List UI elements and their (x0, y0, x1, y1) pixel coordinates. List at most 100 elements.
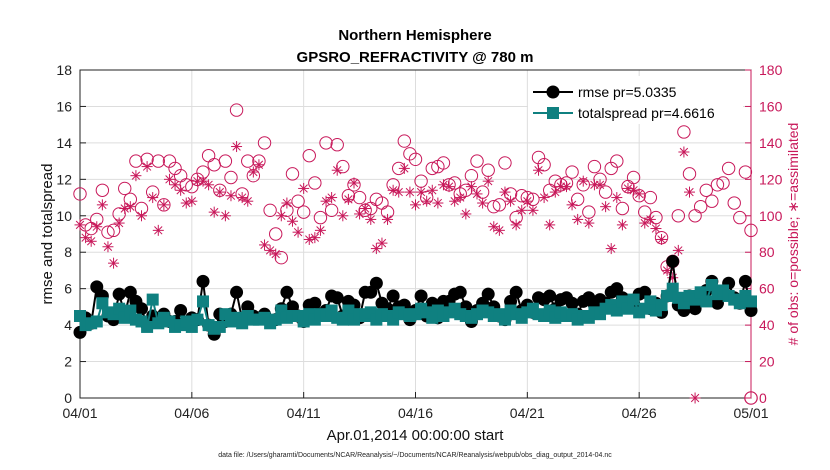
assimilated-obs-point (471, 188, 483, 200)
totalspread-point (610, 304, 623, 317)
possible-obs-point (397, 134, 412, 148)
possible-obs-point (498, 156, 512, 170)
possible-obs-point (319, 136, 333, 150)
assimilated-obs-point (611, 192, 623, 204)
possible-obs-point (565, 165, 579, 179)
y-tick-right-label: 140 (759, 135, 783, 151)
y-tick-left-label: 2 (64, 354, 72, 370)
chart-title: Northern Hemisphere (338, 27, 491, 44)
assimilated-obs-point (264, 244, 276, 256)
y-tick-left-label: 10 (56, 208, 72, 224)
y-tick-right-label: 20 (759, 354, 775, 370)
assimilated-obs-point (242, 195, 254, 207)
rmse-point (414, 289, 428, 303)
rmse-point (330, 291, 344, 305)
possible-obs-point (324, 203, 339, 218)
assimilated-obs-point (566, 199, 578, 211)
totalspread-point (269, 313, 282, 326)
assimilated-obs-point (594, 179, 606, 191)
assimilated-obs-point (197, 175, 209, 187)
possible-obs-point (73, 187, 87, 201)
x-tick-label: 04/01 (62, 405, 97, 421)
possible-obs-point (487, 199, 501, 214)
assimilated-obs-point (102, 241, 114, 253)
assimilated-obs-point (465, 181, 477, 193)
possible-obs-point (118, 181, 132, 196)
assimilated-obs-point (421, 195, 433, 207)
possible-obs-point (151, 154, 165, 168)
possible-obs-point (352, 190, 367, 205)
possible-obs-point (699, 183, 713, 197)
possible-obs-point (263, 203, 277, 218)
y-axis-left-label: rmse and totalspread (39, 164, 56, 305)
assimilated-obs-point (96, 199, 108, 211)
assimilated-obs-point (477, 197, 489, 209)
y-tick-right-label: 0 (759, 390, 767, 406)
x-tick-label: 04/06 (174, 405, 209, 421)
totalspread-point (191, 313, 204, 326)
assimilated-obs-point (85, 235, 97, 247)
assimilated-obs-point (683, 186, 695, 198)
possible-obs-point (744, 223, 758, 238)
assimilated-obs-point (281, 197, 293, 209)
assimilated-obs-point (292, 226, 304, 238)
totalspread-point (90, 315, 103, 328)
assimilated-obs-point (672, 244, 684, 256)
assimilated-obs-point (247, 166, 259, 178)
y-tick-left-label: 0 (64, 390, 72, 406)
chart-subtitle: GPSRO_REFRACTIVITY @ 780 m (297, 49, 534, 66)
assimilated-obs-point (365, 213, 377, 225)
assimilated-obs-point (259, 239, 271, 251)
assimilated-obs-point (482, 175, 494, 187)
assimilated-obs-point (650, 223, 662, 235)
assimilated-obs-point (516, 204, 528, 216)
totalspread-point (213, 320, 226, 333)
y-tick-right-label: 180 (759, 62, 783, 78)
assimilated-obs-point (678, 146, 690, 158)
assimilated-obs-point (298, 182, 310, 194)
assimilated-obs-point (449, 195, 461, 207)
assimilated-obs-point (152, 224, 164, 236)
possible-obs-point (447, 176, 462, 190)
assimilated-obs-point (203, 179, 215, 191)
assimilated-obs-point (616, 219, 628, 231)
assimilated-obs-point (628, 184, 640, 196)
assimilated-obs-point (521, 195, 533, 207)
totalspread-point (197, 295, 210, 308)
possible-obs-point (302, 148, 316, 163)
y-tick-right-label: 120 (759, 171, 783, 187)
assimilated-obs-point (141, 161, 153, 173)
assimilated-obs-point (253, 159, 265, 171)
assimilated-obs-point (505, 195, 517, 207)
y-tick-right-label: 60 (759, 281, 775, 297)
possible-obs-point (436, 156, 451, 170)
possible-obs-point (157, 198, 171, 212)
rmse-point (453, 285, 467, 299)
assimilated-obs-point (74, 219, 86, 231)
totalspread-point (113, 302, 126, 315)
possible-obs-point (313, 210, 328, 225)
assimilated-obs-point (572, 213, 584, 225)
assimilated-obs-point (454, 192, 466, 204)
totalspread-point (621, 302, 634, 315)
possible-obs-point (738, 165, 753, 179)
possible-obs-point (744, 391, 758, 405)
assimilated-obs-point (527, 204, 539, 216)
possible-obs-point (705, 194, 719, 208)
totalspread-point (74, 310, 86, 322)
possible-obs-point (269, 227, 283, 241)
assimilated-obs-point (510, 219, 522, 231)
x-tick-label: 04/16 (398, 405, 433, 421)
totalspread-point (694, 286, 707, 299)
possible-obs-point (677, 125, 691, 139)
totalspread-point (146, 293, 159, 306)
assimilated-obs-point (108, 257, 120, 269)
possible-obs-point (531, 150, 546, 165)
possible-obs-point (274, 250, 288, 265)
possible-obs-point (459, 183, 473, 197)
assimilated-obs-point (382, 213, 394, 225)
assimilated-obs-point (147, 192, 159, 204)
assimilated-obs-point (91, 221, 103, 233)
totalspread-point (336, 313, 349, 326)
assimilated-obs-point (426, 184, 438, 196)
